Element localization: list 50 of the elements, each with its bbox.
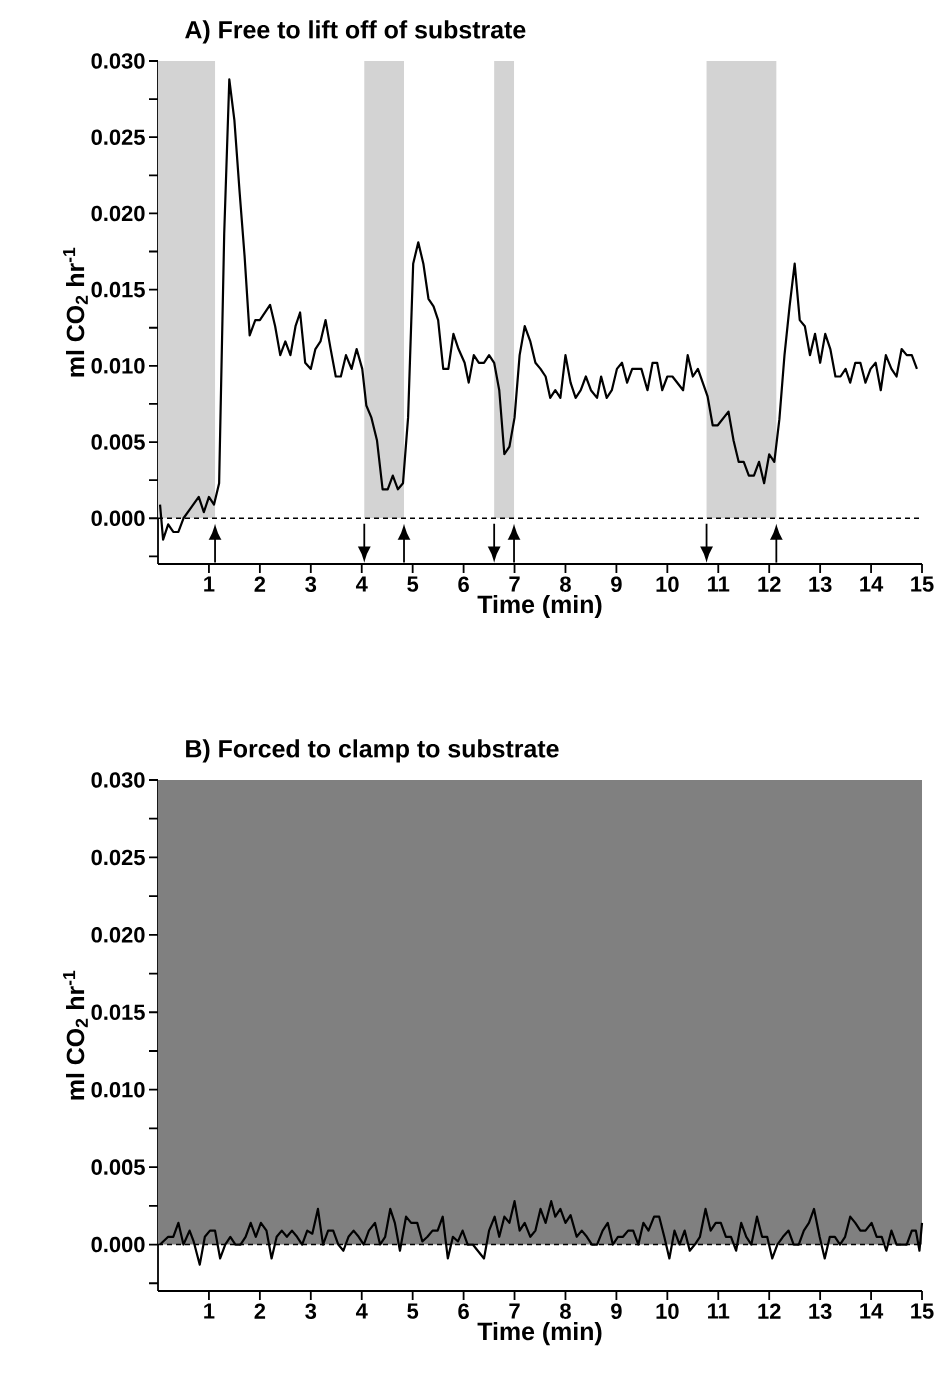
x-tick-label: 15 bbox=[911, 1303, 934, 1319]
x-tick-label: 8 bbox=[560, 576, 571, 593]
x-tick-label: 3 bbox=[305, 1303, 317, 1320]
x-tick-label: 3 bbox=[305, 576, 317, 593]
x-tick-label: 5 bbox=[407, 576, 419, 592]
y-tick-label: 0.010 bbox=[91, 1081, 145, 1098]
x-tick-label: 4 bbox=[355, 576, 368, 592]
y-tick-label: 0.000 bbox=[91, 510, 145, 527]
x-tick-label: 11 bbox=[708, 576, 730, 592]
y-axis-title: ml CO$_{2}$ hr$^{-1}$ bbox=[63, 970, 88, 1100]
y-tick-label: 0.000 bbox=[91, 1236, 145, 1253]
x-tick-label: 5 bbox=[407, 1303, 419, 1319]
x-tick-label: 2 bbox=[254, 576, 266, 592]
chart-title: B) Forced to clamp to substrate bbox=[186, 739, 559, 763]
x-tick-label: 7 bbox=[509, 1303, 520, 1319]
x-tick-label: 4 bbox=[355, 1303, 368, 1319]
y-tick-label: 0.030 bbox=[91, 53, 145, 69]
x-tick-label: 15 bbox=[911, 576, 934, 592]
x-tick-label: 8 bbox=[560, 1303, 571, 1320]
x-tick-label: 10 bbox=[656, 576, 679, 593]
x-tick-label: 12 bbox=[758, 1303, 781, 1319]
y-axis-title: ml CO$_{2}$ hr$^{-1}$ bbox=[63, 247, 88, 377]
x-tick-label: 9 bbox=[611, 576, 622, 593]
x-tick-label: 14 bbox=[860, 576, 884, 592]
x-tick-label: 9 bbox=[611, 1303, 622, 1320]
x-axis-title: Time (min) bbox=[477, 594, 602, 619]
x-tick-label: 11 bbox=[708, 1303, 730, 1319]
x-tick-label: 6 bbox=[458, 576, 469, 593]
x-tick-label: 6 bbox=[458, 1303, 469, 1320]
y-tick-label: 0.005 bbox=[91, 1159, 145, 1175]
y-tick-label: 0.015 bbox=[91, 281, 145, 298]
x-tick-label: 12 bbox=[758, 576, 781, 592]
y-tick-label: 0.015 bbox=[91, 1004, 145, 1021]
y-tick-label: 0.010 bbox=[91, 358, 145, 374]
y-tick-label: 0.020 bbox=[91, 927, 145, 943]
x-tick-label: 14 bbox=[860, 1303, 884, 1319]
x-tick-label: 1 bbox=[204, 576, 215, 592]
x-tick-label: 13 bbox=[809, 1303, 832, 1320]
x-tick-label: 7 bbox=[509, 576, 520, 592]
y-tick-label: 0.025 bbox=[91, 129, 145, 145]
y-tick-label: 0.020 bbox=[91, 205, 145, 222]
x-axis-title: Time (min) bbox=[477, 1321, 602, 1346]
x-tick-label: 1 bbox=[204, 1303, 215, 1319]
x-tick-label: 13 bbox=[809, 576, 832, 593]
y-tick-label: 0.025 bbox=[91, 849, 145, 866]
y-tick-label: 0.030 bbox=[91, 772, 145, 788]
x-tick-label: 2 bbox=[254, 1303, 266, 1319]
x-tick-label: 10 bbox=[656, 1303, 679, 1320]
y-tick-label: 0.005 bbox=[91, 434, 145, 450]
chart-title: A) Free to lift off of substrate bbox=[185, 20, 526, 44]
